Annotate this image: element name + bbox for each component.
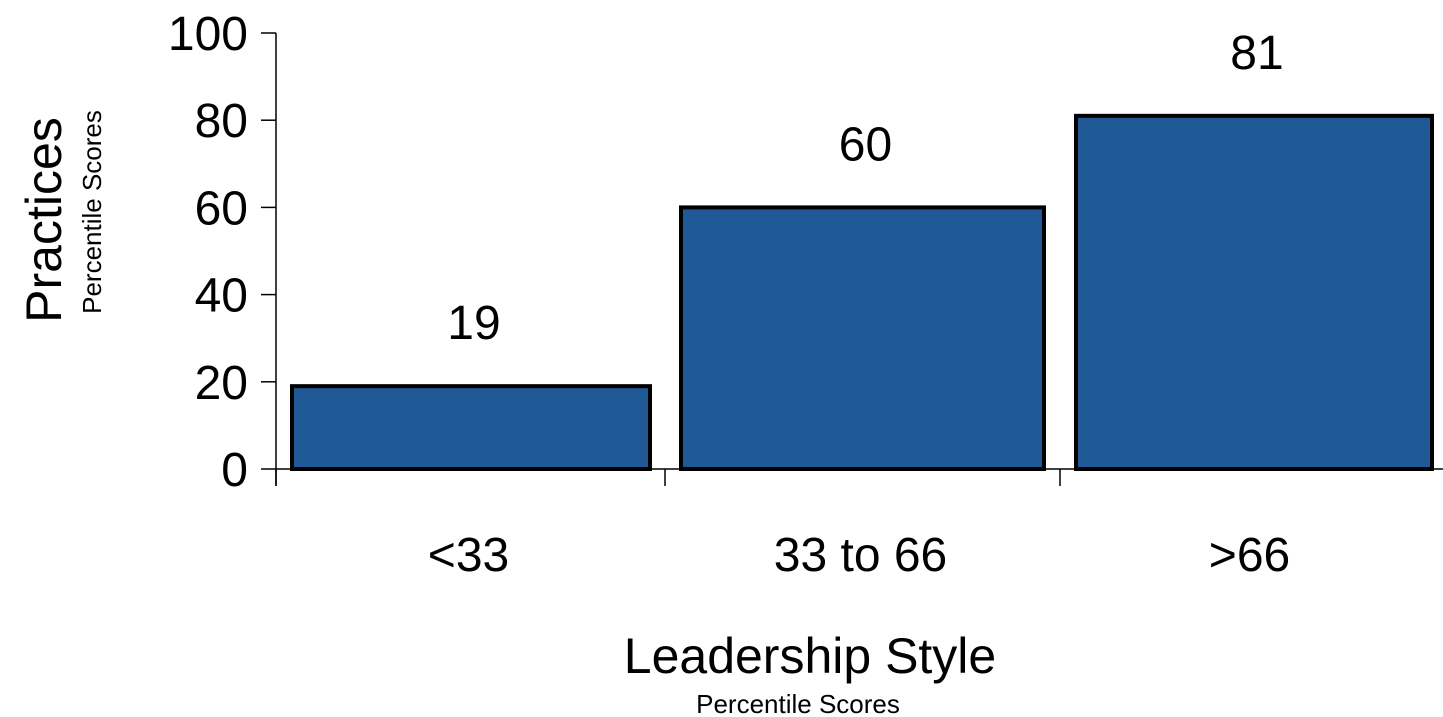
y-axis-subtitle: Percentile Scores [77, 110, 107, 314]
x-axis-subtitle: Percentile Scores [696, 689, 900, 717]
bar-value-label: 60 [839, 118, 892, 171]
bar [1076, 116, 1432, 469]
bar [681, 207, 1044, 469]
x-axis [276, 469, 1443, 486]
category-label: 33 to 66 [774, 529, 947, 582]
y-axis: 0 20 40 60 80 100 [168, 8, 276, 497]
category-labels: <33 33 to 66 >66 [428, 529, 1290, 582]
y-tick-label: 20 [195, 357, 248, 410]
category-label: <33 [428, 529, 509, 582]
bar [292, 386, 650, 469]
y-axis-title: Practices [16, 117, 72, 323]
bar-value-label: 19 [447, 297, 500, 350]
y-tick-label: 0 [221, 444, 248, 497]
y-tick-label: 100 [168, 8, 248, 61]
y-tick-label: 80 [195, 95, 248, 148]
y-tick-label: 60 [195, 182, 248, 235]
bar-value-label: 81 [1230, 27, 1283, 80]
y-tick-label: 40 [195, 270, 248, 323]
category-label: >66 [1209, 529, 1290, 582]
x-axis-title: Leadership Style [624, 628, 996, 684]
